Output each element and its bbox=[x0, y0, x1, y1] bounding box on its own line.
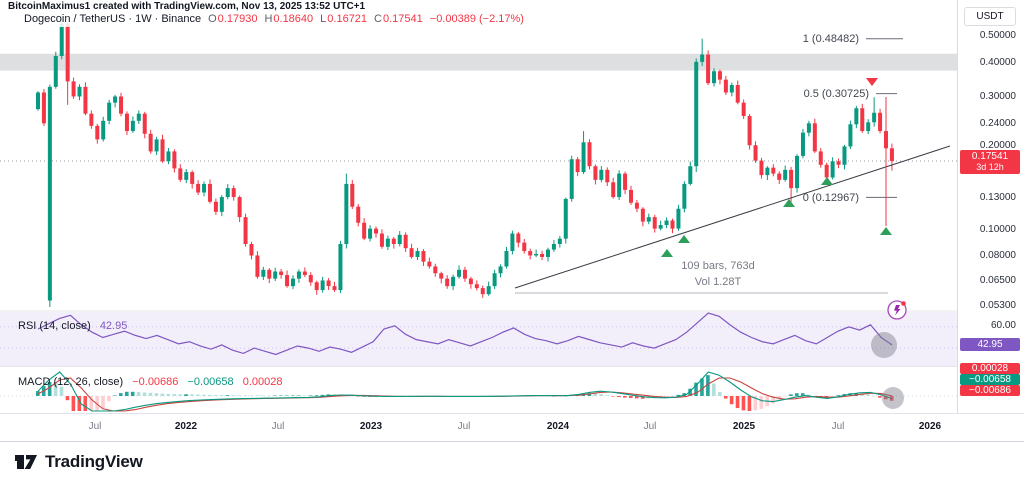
macd-signal-badge: 0.00028 bbox=[960, 363, 1020, 374]
rsi-value-badge: 42.95 bbox=[960, 338, 1020, 351]
price-tick: 0.20000 bbox=[979, 140, 1016, 152]
price-tick: 0.06500 bbox=[979, 275, 1016, 287]
price-tick: 0.08000 bbox=[979, 250, 1016, 262]
tradingview-brand-text: TradingView bbox=[45, 451, 143, 471]
price-tick: 0.13000 bbox=[979, 192, 1016, 204]
time-label-month: Jul bbox=[643, 421, 657, 432]
time-label-month: Jul bbox=[457, 421, 471, 432]
tradingview-brand[interactable]: TradingView bbox=[14, 451, 143, 472]
price-tick: 0.50000 bbox=[979, 30, 1016, 41]
price-tick: 0.30000 bbox=[979, 91, 1016, 103]
svg-text:0.5 (0.30725): 0.5 (0.30725) bbox=[804, 88, 869, 100]
symbol-legend[interactable]: Dogecoin / TetherUS · 1W · Binance O0.17… bbox=[16, 11, 532, 27]
time-label-month: Jul bbox=[88, 421, 102, 432]
svg-text:109 bars, 763d: 109 bars, 763d bbox=[681, 260, 754, 272]
chart-canvas[interactable]: 1 (0.48482) 0.5 (0.30725) 0 (0.12967) 109 b… bbox=[0, 0, 957, 413]
price-tick: 0.40000 bbox=[979, 56, 1016, 68]
macd-line-badge: −0.00658 bbox=[960, 374, 1020, 385]
time-label-year: 2024 bbox=[546, 421, 570, 432]
last-price-value: 0.17541 bbox=[971, 151, 1009, 162]
time-label-year: 2022 bbox=[174, 421, 198, 432]
macd-hist-value: −0.00686 bbox=[132, 376, 179, 388]
footer-bar: TradingView bbox=[0, 441, 1024, 481]
macd-hist-badge: −0.00686 bbox=[960, 385, 1020, 396]
price-tick: 0.24000 bbox=[979, 118, 1016, 130]
time-label-year: 2026 bbox=[918, 421, 942, 432]
rsi-pane-header[interactable]: RSI (14, close) 42.95 bbox=[18, 320, 127, 332]
ohlc-low: L0.16721 bbox=[320, 13, 368, 25]
change-value: −0.00389 (−2.17%) bbox=[429, 13, 524, 25]
time-label-month: Jul bbox=[831, 421, 845, 432]
credit-line: BitcoinMaximus1 created with TradingView… bbox=[8, 1, 366, 12]
price-scale[interactable]: USDT 0.50000 0.40000 0.30000 0.24000 0.20000… bbox=[957, 0, 1024, 441]
time-label-month: Jul bbox=[271, 421, 285, 432]
macd-pane-header[interactable]: MACD (12, 26, close) −0.00686 −0.00658 0… bbox=[18, 376, 282, 388]
bar-countdown: 3d 12h bbox=[976, 162, 1004, 172]
rsi-axis-label: 60.00 bbox=[990, 320, 1016, 331]
last-price-badge: 0.17541 3d 12h bbox=[960, 150, 1020, 174]
ohlc-close: C0.17541 bbox=[374, 13, 423, 25]
symbol-title[interactable]: Dogecoin / TetherUS · 1W · Binance bbox=[24, 13, 202, 25]
ohlc-open: O0.17930 bbox=[208, 13, 258, 25]
macd-title: MACD (12, 26, close) bbox=[18, 376, 124, 388]
rsi-value: 42.95 bbox=[99, 320, 128, 332]
svg-text:0 (0.12967): 0 (0.12967) bbox=[803, 192, 859, 204]
macd-line-value: −0.00658 bbox=[187, 376, 234, 388]
time-label-year: 2023 bbox=[359, 421, 383, 432]
macd-signal-value: 0.00028 bbox=[242, 376, 283, 388]
ohlc-high: H0.18640 bbox=[264, 13, 314, 25]
tradingview-logo-icon bbox=[15, 455, 37, 469]
price-tick: 0.10000 bbox=[979, 223, 1016, 235]
chart-area[interactable]: 1 (0.48482) 0.5 (0.30725) 0 (0.12967) 109 b… bbox=[0, 0, 957, 413]
time-axis[interactable]: Jul 2022 Jul 2023 Jul 2024 Jul 2025 Jul 2026 bbox=[0, 413, 1024, 442]
rsi-title: RSI (14, close) bbox=[18, 320, 91, 332]
svg-text:Vol 1.28T: Vol 1.28T bbox=[695, 276, 742, 288]
svg-text:1 (0.48482): 1 (0.48482) bbox=[803, 33, 859, 45]
time-label-year: 2025 bbox=[732, 421, 756, 432]
price-tick: 0.05300 bbox=[979, 300, 1016, 311]
currency-chip[interactable]: USDT bbox=[964, 7, 1016, 26]
